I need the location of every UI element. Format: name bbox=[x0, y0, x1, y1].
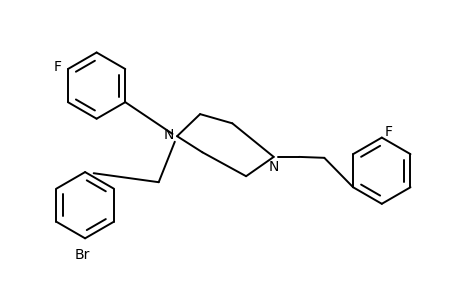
Text: F: F bbox=[54, 60, 62, 74]
Text: Br: Br bbox=[75, 248, 90, 262]
Text: N: N bbox=[268, 160, 278, 174]
Text: N: N bbox=[163, 128, 174, 142]
Text: F: F bbox=[384, 125, 392, 139]
